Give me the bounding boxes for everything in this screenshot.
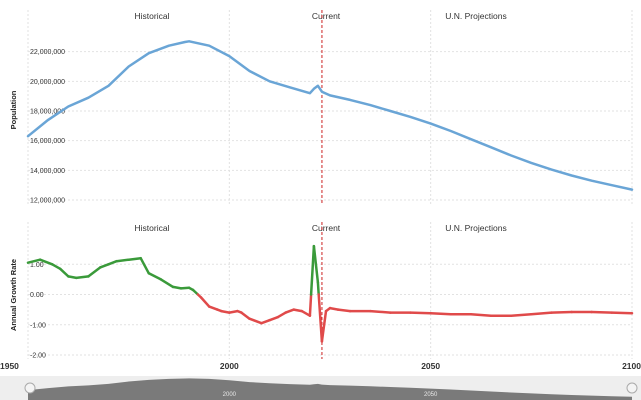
growth-segment-positive [316,281,320,296]
y-tick-label: 0.00 [30,292,44,299]
x-tick-label: 2100 [622,361,641,371]
section-label-current: Current [312,223,341,233]
y-axis-title: Annual Growth Rate [9,259,18,331]
growth-segment-negative [240,311,251,320]
growth-segment-negative [409,311,432,315]
section-label-projections: U.N. Projections [445,11,506,21]
y-tick-label: 20,000,000 [30,79,65,86]
population-line [26,40,634,191]
growth-segment-positive [99,263,110,269]
growth-segment-positive [127,256,142,261]
x-tick-label: 2000 [220,361,239,371]
navigator-right-handle[interactable] [626,382,638,394]
growth-segment-positive [26,258,42,264]
x-tick-label: 2050 [421,361,440,371]
navigator-left-handle[interactable] [24,382,36,394]
y-axis-title: Population [9,90,18,129]
growth-segment-positive [115,258,130,263]
growth-segment-negative [320,309,328,343]
section-label-projections: U.N. Projections [445,223,506,233]
growth-segment-negative [268,315,279,322]
growth-segment-negative [292,308,304,313]
growth-segment-negative [328,306,340,311]
growth-segment-positive [38,258,54,266]
growth-segment-negative [260,318,271,325]
growth-segment-positive [171,285,183,290]
growth-segment-negative [248,317,263,325]
growth-segment-negative [228,309,239,314]
growth-segment-negative [469,312,493,317]
y-tick-label: -1.00 [30,322,46,329]
growth-segment-positive [75,275,90,280]
x-tick-label: 1950 [0,361,19,371]
growth-segment-negative [220,309,231,314]
growth-segment-positive [179,286,191,290]
growth-segment-positive [147,272,163,281]
growth-segment-negative [590,310,614,314]
growth-segment-negative [429,312,453,316]
growth-segment-negative [300,309,312,317]
growth-segment-negative [550,310,573,314]
growth-segment-negative [336,308,352,313]
growth-segment-negative [199,296,211,308]
navigator-tick-label: 2000 [223,392,237,398]
growth-segment-negative [530,311,553,316]
growth-segment-negative [509,312,533,317]
growth-segment-negative [308,293,313,317]
growth-segment-positive [309,244,316,296]
growth-segment-negative [276,311,287,319]
y-tick-label: 1.00 [30,262,44,269]
growth-segment-positive [50,263,62,271]
growth-segment-negative [369,309,392,314]
navigator-tick-label: 2050 [424,392,438,398]
growth-segment-negative [207,305,219,311]
section-label-historical: Historical [135,11,170,21]
section-label-historical: Historical [135,223,170,233]
navigator-area [28,378,632,400]
y-tick-label: 16,000,000 [30,138,65,145]
growth-segment-negative [317,293,324,343]
y-tick-label: 14,000,000 [30,168,65,175]
section-label-current: Current [312,11,341,21]
y-tick-label: 12,000,000 [30,198,65,205]
y-tick-label: 22,000,000 [30,49,65,56]
growth-segment-positive [107,259,118,266]
growth-segment-positive [87,266,102,278]
growth-segment-positive [139,256,151,275]
growth-segment-negative [284,308,296,314]
growth-segment-positive [67,275,78,280]
growth-segment-positive [159,278,175,289]
growth-segment-positive [312,244,320,284]
growth-segment-negative [610,311,634,315]
y-tick-label: -2.00 [30,353,46,360]
growth-segment-positive [58,267,70,278]
y-tick-label: 18,000,000 [30,109,65,116]
